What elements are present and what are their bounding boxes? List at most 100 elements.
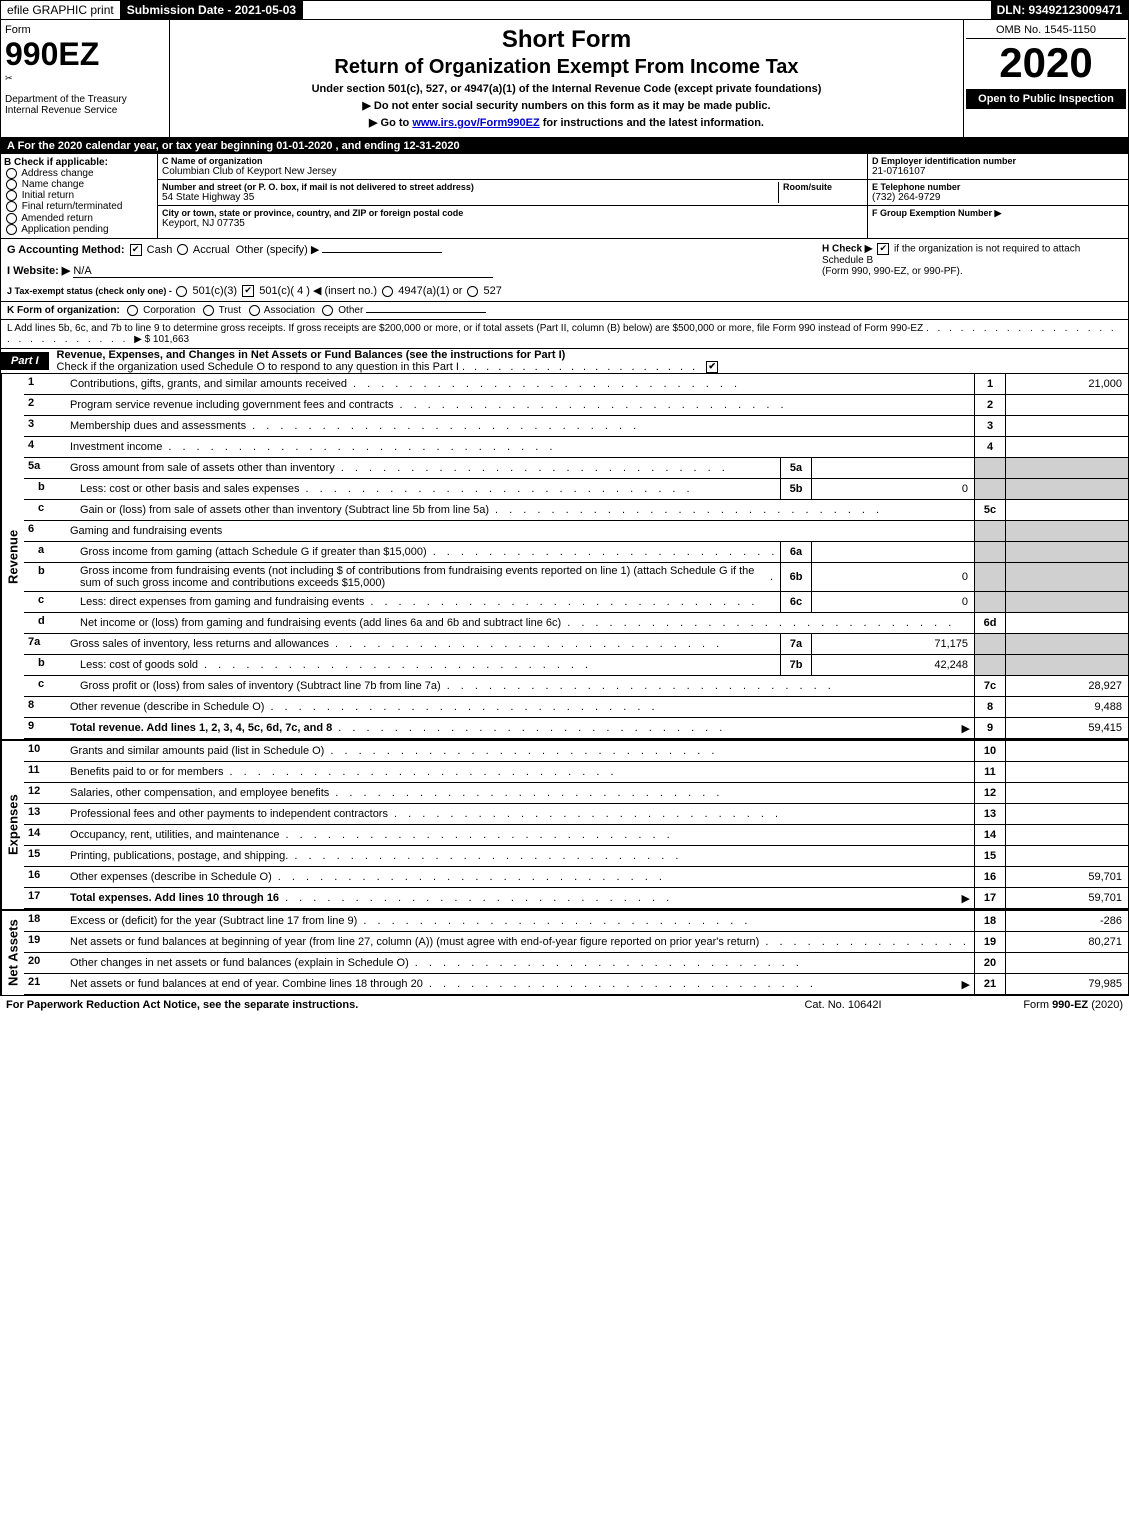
- h-check[interactable]: ✔: [877, 243, 889, 255]
- j-label: J Tax-exempt status (check only one) -: [7, 286, 174, 296]
- header-right: OMB No. 1545-1150 2020 Open to Public In…: [964, 20, 1128, 137]
- short-form-title: Short Form: [180, 26, 953, 54]
- line-6a: aGross income from gaming (attach Schedu…: [24, 542, 1128, 563]
- g-accrual: Accrual: [193, 244, 230, 256]
- mid-num: 7b: [780, 655, 812, 675]
- line-15: 15Printing, publications, postage, and s…: [24, 846, 1128, 867]
- end-val: [1006, 783, 1128, 803]
- line-num: b: [24, 479, 76, 499]
- spacer: [303, 1, 990, 19]
- c-street-label: Number and street (or P. O. box, if mail…: [162, 182, 774, 192]
- line-18: 18Excess or (deficit) for the year (Subt…: [24, 911, 1128, 932]
- no-ssn-notice: ▶ Do not enter social security numbers o…: [180, 99, 953, 112]
- end-num: 21: [974, 974, 1006, 994]
- line-6c: cLess: direct expenses from gaming and f…: [24, 592, 1128, 613]
- end-num-shade: [974, 563, 1006, 591]
- row-j: J Tax-exempt status (check only one) - 5…: [7, 284, 812, 297]
- f-label: F Group Exemption Number ▶: [872, 208, 1124, 219]
- end-val: 59,415: [1006, 718, 1128, 738]
- j-527[interactable]: [467, 286, 478, 297]
- dept: Department of the Treasury: [5, 94, 165, 105]
- line-desc: Net assets or fund balances at end of ye…: [66, 974, 974, 994]
- end-num: 7c: [974, 676, 1006, 696]
- line-desc: Gross income from gaming (attach Schedul…: [76, 542, 780, 562]
- k-opt-0[interactable]: [127, 305, 138, 316]
- mid-val: [812, 458, 974, 478]
- mid-val: 0: [812, 592, 974, 612]
- line-desc: Other revenue (describe in Schedule O). …: [66, 697, 974, 717]
- end-num-shade: [974, 592, 1006, 612]
- end-num: 15: [974, 846, 1006, 866]
- b-opt-5[interactable]: Application pending: [4, 224, 154, 235]
- line-desc: Program service revenue including govern…: [66, 395, 974, 415]
- row-a-taxyear: A For the 2020 calendar year, or tax yea…: [0, 138, 1129, 154]
- return-title: Return of Organization Exempt From Incom…: [180, 56, 953, 79]
- mid-num: 6a: [780, 542, 812, 562]
- form-header: Form 990EZ ✂ Department of the Treasury …: [0, 20, 1129, 138]
- line-num: 9: [24, 718, 66, 738]
- irs: Internal Revenue Service: [5, 105, 165, 116]
- line-desc: Other expenses (describe in Schedule O).…: [66, 867, 974, 887]
- end-val: [1006, 762, 1128, 782]
- part1-header: Part I Revenue, Expenses, and Changes in…: [0, 349, 1129, 374]
- line-num: 18: [24, 911, 66, 931]
- line-6: 6Gaming and fundraising events: [24, 521, 1128, 542]
- website: N/A: [73, 265, 91, 277]
- line-num: 4: [24, 437, 66, 457]
- b-opt-1[interactable]: Name change: [4, 179, 154, 190]
- g-other: Other (specify) ▶: [236, 244, 320, 256]
- end-num-shade: [974, 458, 1006, 478]
- side-expenses: Expenses: [1, 741, 24, 909]
- g-cash-check[interactable]: ✔: [130, 244, 142, 256]
- k-opt-2[interactable]: [249, 305, 260, 316]
- end-val: [1006, 804, 1128, 824]
- b-opt-2[interactable]: Initial return: [4, 190, 154, 201]
- efile-print[interactable]: efile GRAPHIC print: [1, 1, 121, 19]
- form-number: 990EZ: [5, 36, 165, 73]
- goto-pre: ▶ Go to: [369, 117, 412, 129]
- end-num: 4: [974, 437, 1006, 457]
- j-501c3[interactable]: [176, 286, 187, 297]
- line-num: 1: [24, 374, 66, 394]
- end-val: 59,701: [1006, 867, 1128, 887]
- end-val: 28,927: [1006, 676, 1128, 696]
- line-desc: Gain or (loss) from sale of assets other…: [76, 500, 974, 520]
- section-b: B Check if applicable: Address change Na…: [1, 154, 158, 238]
- mid-val: 42,248: [812, 655, 974, 675]
- line-num: a: [24, 542, 76, 562]
- end-val: 21,000: [1006, 374, 1128, 394]
- j-501c[interactable]: ✔: [242, 285, 254, 297]
- g-label: G Accounting Method:: [7, 244, 125, 256]
- line-1: 1Contributions, gifts, grants, and simil…: [24, 374, 1128, 395]
- line-desc: Less: cost of goods sold. . . . . . . . …: [76, 655, 780, 675]
- line-num: 5a: [24, 458, 66, 478]
- end-val: [1006, 500, 1128, 520]
- line-desc: Investment income. . . . . . . . . . . .…: [66, 437, 974, 457]
- g-accrual-check[interactable]: [177, 244, 188, 255]
- line-num: b: [24, 563, 76, 591]
- b-opt-4[interactable]: Amended return: [4, 213, 154, 224]
- part1-check[interactable]: ✔: [706, 361, 718, 373]
- mid-val: 0: [812, 479, 974, 499]
- page-footer: For Paperwork Reduction Act Notice, see …: [0, 996, 1129, 1014]
- end-val: 79,985: [1006, 974, 1128, 994]
- line-num: 21: [24, 974, 66, 994]
- mid-num: 5a: [780, 458, 812, 478]
- irs-link[interactable]: www.irs.gov/Form990EZ: [412, 117, 539, 129]
- end-val: [1006, 741, 1128, 761]
- line-11: 11Benefits paid to or for members. . . .…: [24, 762, 1128, 783]
- b-opt-0[interactable]: Address change: [4, 168, 154, 179]
- part1-sub: Check if the organization used Schedule …: [57, 361, 459, 373]
- line-desc: Grants and similar amounts paid (list in…: [66, 741, 974, 761]
- j-4947[interactable]: [382, 286, 393, 297]
- line-desc: Less: direct expenses from gaming and fu…: [76, 592, 780, 612]
- k-opt-1[interactable]: [203, 305, 214, 316]
- row-l: L Add lines 5b, 6c, and 7b to line 9 to …: [0, 320, 1129, 349]
- line-desc: Gross amount from sale of assets other t…: [66, 458, 780, 478]
- k-opt-3[interactable]: [322, 305, 333, 316]
- line-num: c: [24, 592, 76, 612]
- b-opt-3[interactable]: Final return/terminated: [4, 201, 154, 212]
- line-6d: dNet income or (loss) from gaming and fu…: [24, 613, 1128, 634]
- h-label: H Check ▶: [822, 243, 875, 254]
- line-num: 6: [24, 521, 66, 541]
